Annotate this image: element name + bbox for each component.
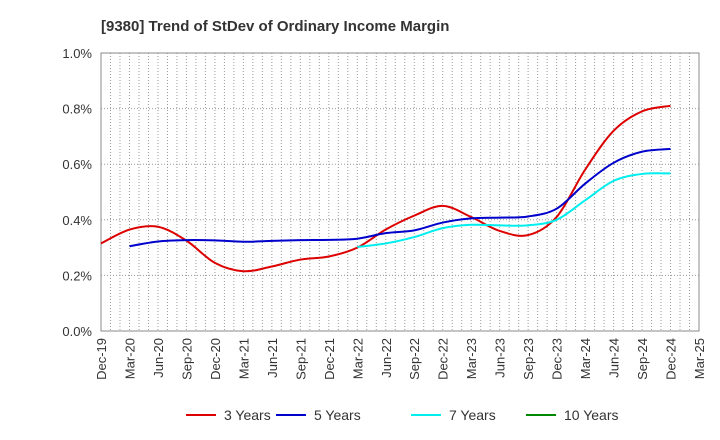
series-line-1 — [100, 104, 671, 273]
series-lines — [100, 104, 671, 273]
legend-label: 5 Years — [314, 407, 361, 423]
legend-label: 7 Years — [449, 407, 496, 423]
y-tick-label: 0.6% — [62, 157, 92, 172]
x-tick-label: Mar-20 — [122, 338, 137, 379]
x-tick-label: Jun-21 — [265, 338, 280, 378]
x-tick-label: Dec-24 — [664, 338, 679, 380]
x-tick-label: Dec-23 — [550, 338, 565, 380]
x-tick-label: Mar-21 — [236, 338, 251, 379]
legend-label: 10 Years — [564, 407, 619, 423]
y-tick-label: 0.2% — [62, 268, 92, 283]
x-tick-label: Dec-21 — [322, 338, 337, 380]
grid — [101, 53, 699, 331]
series-line-2 — [129, 147, 671, 248]
x-tick-label: Sep-21 — [293, 338, 308, 380]
x-tick-label: Jun-20 — [151, 338, 166, 378]
x-tick-label: Jun-22 — [379, 338, 394, 378]
plot-frame — [100, 52, 700, 332]
y-tick-label: 0.0% — [62, 324, 92, 339]
x-tick-label: Dec-20 — [208, 338, 223, 380]
x-tick-label: Sep-24 — [635, 338, 650, 380]
y-tick-label: 0.4% — [62, 213, 92, 228]
x-axis: Dec-19 Mar-20 Jun-20 Sep-20 Dec-20 Mar-21 Jun-… — [94, 338, 707, 380]
x-tick-label: Mar-24 — [578, 338, 593, 379]
x-tick-label: Jun-23 — [493, 338, 508, 378]
x-tick-label: Jun-24 — [607, 338, 622, 378]
x-tick-label: Mar-25 — [692, 338, 707, 379]
x-tick-label: Sep-20 — [179, 338, 194, 380]
x-tick-label: Dec-22 — [436, 338, 451, 380]
legend: 3 Years 5 Years 7 Years 10 Years — [186, 407, 619, 423]
legend-label: 3 Years — [224, 407, 271, 423]
y-axis: 0.0% 0.2% 0.4% 0.6% 0.8% 1.0% — [62, 46, 92, 339]
y-tick-label: 0.8% — [62, 102, 92, 117]
x-tick-label: Mar-22 — [350, 338, 365, 379]
series-line-3 — [357, 172, 671, 249]
chart-title: [9380] Trend of StDev of Ordinary Income… — [101, 18, 449, 35]
x-tick-label: Mar-23 — [464, 338, 479, 379]
x-tick-label: Sep-22 — [407, 338, 422, 380]
x-tick-label: Sep-23 — [521, 338, 536, 380]
x-tick-label: Dec-19 — [94, 338, 109, 380]
y-tick-label: 1.0% — [62, 46, 92, 61]
